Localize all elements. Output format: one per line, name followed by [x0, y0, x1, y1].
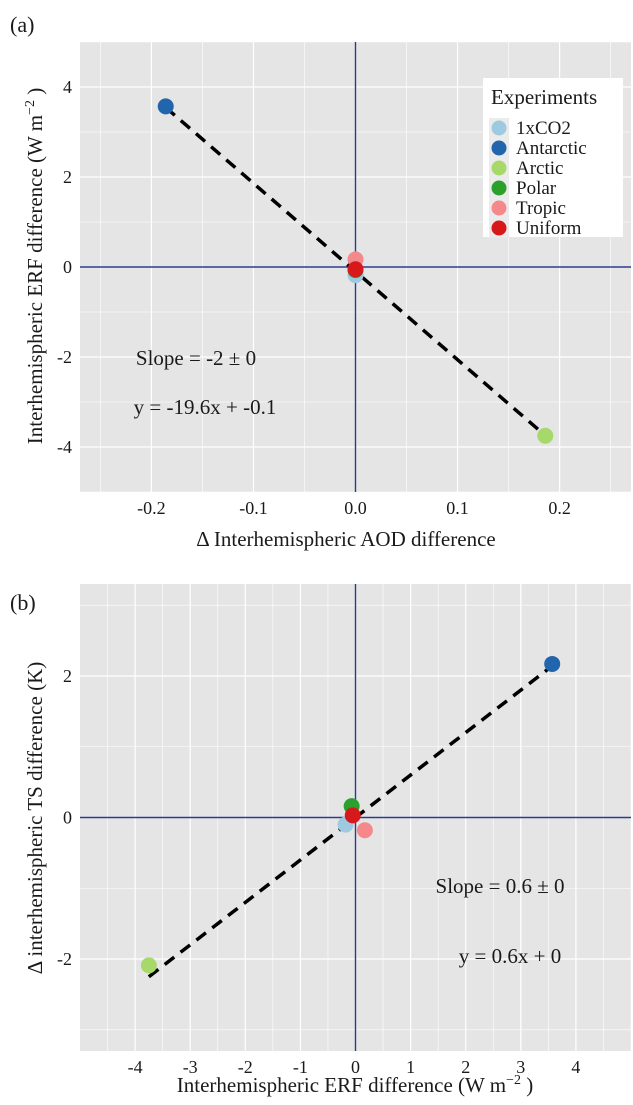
point-uniform: [344, 807, 361, 824]
legend-label: Arctic: [516, 158, 563, 179]
panel-a-y-axis-label: Interhemispheric ERF difference (W m−2 ): [23, 88, 47, 444]
panel-b-x-tick-labels: -4 -3 -2 -1 0 1 2 3 4: [128, 1057, 581, 1077]
point-arctic: [140, 957, 157, 974]
x-tick-label: -0.2: [137, 498, 166, 518]
legend-label: Polar: [516, 178, 557, 199]
panel-b-y-tick-labels: -2 0 2: [57, 666, 72, 969]
legend-marker: [491, 120, 507, 136]
panel-b-y-axis-label: Δ interhemispheric TS difference (K): [23, 662, 47, 974]
x-tick-label: 0.0: [344, 498, 367, 518]
y-tick-label: -2: [57, 949, 72, 969]
panel-b-fit-line: [147, 664, 554, 979]
point-antarctic: [157, 98, 174, 115]
x-tick-label: 4: [571, 1057, 580, 1077]
panel-a-x-tick-labels: -0.2 -0.1 0.0 0.1 0.2: [137, 498, 571, 518]
panel-b-slope-annotation: Slope = 0.6 ± 0: [436, 874, 565, 898]
y-tick-label: 0: [63, 808, 72, 828]
legend-marker: [491, 160, 507, 176]
panel-a-points: [157, 98, 554, 444]
y-tick-label: -4: [57, 437, 72, 457]
legend-marker: [491, 180, 507, 196]
x-tick-label: 3: [516, 1057, 525, 1077]
x-tick-label: -4: [128, 1057, 143, 1077]
legend-label: Uniform: [516, 218, 582, 239]
panel-b-points: [140, 655, 561, 974]
panel-a-y-tick-labels: -4 -2 0 2 4: [57, 77, 72, 457]
panel-a-x-axis-label: Δ Interhemispheric AOD difference: [196, 527, 495, 551]
y-tick-label: 2: [63, 666, 72, 686]
panel-b-x-axis-label: Interhemispheric ERF difference (W m−2 ): [177, 1073, 533, 1097]
legend-title: Experiments: [491, 85, 597, 109]
x-tick-label: 0: [351, 1057, 360, 1077]
x-tick-label: 2: [461, 1057, 470, 1077]
x-tick-label: -3: [183, 1057, 198, 1077]
legend-label: Tropic: [516, 198, 566, 219]
panel-a-legend: Experiments 1xCO2AntarcticArcticPolarTro…: [483, 78, 623, 239]
x-tick-label: 0.2: [548, 498, 571, 518]
panel-a-equation-annotation: y = -19.6x + -0.1: [134, 395, 277, 419]
point-uniform: [347, 261, 364, 278]
legend-marker: [491, 200, 507, 216]
point-tropic: [356, 822, 373, 839]
legend-marker: [491, 220, 507, 236]
point-arctic: [537, 427, 554, 444]
point-antarctic: [544, 655, 561, 672]
panel-a-slope-annotation: Slope = -2 ± 0: [136, 346, 256, 370]
panel-a-label: (a): [10, 12, 34, 37]
y-tick-label: -2: [57, 347, 72, 367]
legend-label: 1xCO2: [516, 118, 571, 139]
x-tick-label: -2: [238, 1057, 253, 1077]
y-tick-label: 4: [63, 77, 72, 97]
x-tick-label: 0.1: [446, 498, 469, 518]
panel-b-equation-annotation: y = 0.6x + 0: [459, 944, 561, 968]
x-tick-label: -1: [293, 1057, 308, 1077]
panel-b: (b) -4 -3 -2 -1 0 1 2 3 4 -2 0 2 Interhemispheric …: [10, 584, 632, 1097]
panel-b-label: (b): [10, 590, 36, 615]
legend-marker: [491, 140, 507, 156]
legend-label: Antarctic: [516, 138, 587, 159]
x-tick-label: 1: [406, 1057, 415, 1077]
panel-a: (a) -0.2 -0.1 0.0 0.1 0.2 -4 -2 0 2 4 Δ Interhem…: [10, 12, 631, 551]
y-tick-label: 2: [63, 167, 72, 187]
x-tick-label: -0.1: [239, 498, 268, 518]
y-tick-label: 0: [63, 257, 72, 277]
